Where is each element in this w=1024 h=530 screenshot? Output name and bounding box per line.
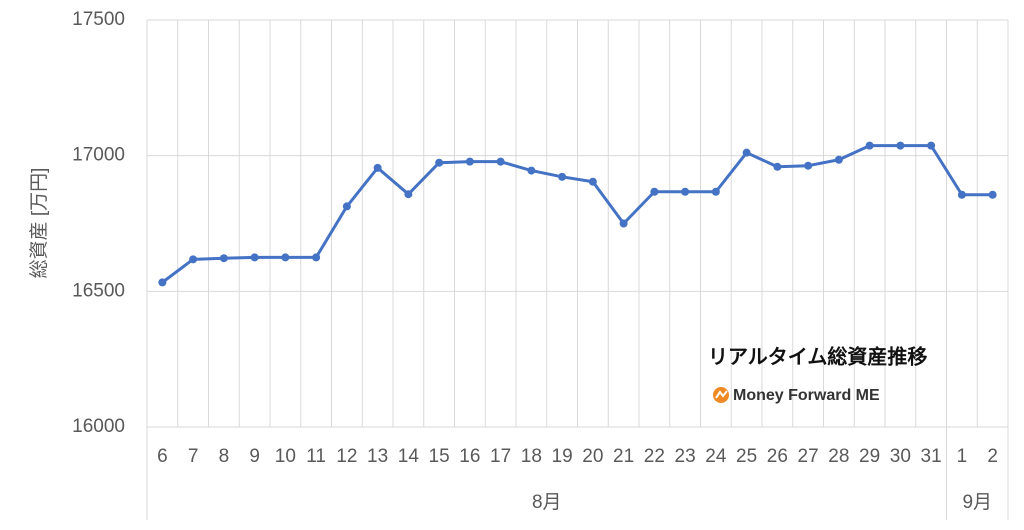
x-tick-label: 25 <box>736 446 757 467</box>
point <box>619 219 628 228</box>
x-tick-label: 22 <box>644 446 665 467</box>
group-label: 8月 <box>532 492 562 513</box>
watermark-title: リアルタイム総資産推移 <box>708 344 927 368</box>
point <box>281 253 290 262</box>
x-tick-label: 19 <box>552 446 573 467</box>
x-tick-label: 6 <box>157 446 168 467</box>
group-label: 9月 <box>962 492 992 513</box>
point <box>588 177 597 186</box>
series-line <box>161 144 993 284</box>
point <box>834 155 843 164</box>
x-tick-label: 9 <box>249 446 260 467</box>
x-tick-label: 15 <box>429 446 450 467</box>
watermark-brand: Money Forward ME <box>733 387 880 404</box>
point <box>435 158 444 167</box>
point <box>496 157 505 166</box>
x-tick-label: 2 <box>987 446 998 467</box>
x-tick-label: 28 <box>828 446 849 467</box>
x-tick-label: 8 <box>219 446 230 467</box>
point <box>250 253 259 262</box>
point <box>558 172 567 181</box>
y-tick-label: 17000 <box>72 145 125 166</box>
x-tick-label: 26 <box>767 446 788 467</box>
x-tick-label: 11 <box>306 446 326 467</box>
x-tick-label: 31 <box>921 446 942 467</box>
x-tick-label: 30 <box>890 446 911 467</box>
x-tick-label: 21 <box>613 446 634 467</box>
x-tick-label: 20 <box>582 446 603 467</box>
point <box>650 187 659 196</box>
x-tick-label: 12 <box>336 446 357 467</box>
point <box>219 254 228 263</box>
y-tick-label: 17500 <box>72 9 125 30</box>
point <box>711 187 720 196</box>
plot: 6 7 8 9 10 11 12 13 14 15 16 17 18 19 20 21 22 23 24 25 26 27… <box>72 9 1009 520</box>
point <box>404 190 413 199</box>
x-tick-label: 13 <box>367 446 388 467</box>
x-tick-label: 17 <box>490 446 511 467</box>
point <box>527 166 536 175</box>
x-tick-label: 7 <box>188 446 199 467</box>
point <box>342 202 351 211</box>
y-tick-label: 16000 <box>72 416 125 437</box>
x-tick-label: 14 <box>398 446 420 467</box>
point <box>927 141 936 150</box>
x-tick-label: 27 <box>798 446 819 467</box>
point <box>865 141 874 150</box>
point <box>158 278 167 287</box>
point <box>681 187 690 196</box>
point <box>988 190 997 199</box>
x-tick-label: 23 <box>675 446 696 467</box>
point <box>189 255 198 264</box>
point <box>465 157 474 166</box>
x-tick-label: 18 <box>521 446 542 467</box>
point <box>312 253 321 262</box>
point <box>773 162 782 171</box>
x-tick-label: 16 <box>459 446 480 467</box>
point <box>957 190 966 199</box>
y-tick-label: 16500 <box>72 280 125 301</box>
point <box>804 161 813 170</box>
x-tick-label: 1 <box>957 446 968 467</box>
point <box>373 163 382 172</box>
point <box>896 141 905 150</box>
x-tick-label: 29 <box>859 446 880 467</box>
x-tick-label: 10 <box>275 446 296 467</box>
y-axis-label: 総資産 [万円] <box>28 168 50 279</box>
point <box>742 148 751 157</box>
brand-logo <box>713 387 729 403</box>
x-tick-label: 24 <box>705 446 727 467</box>
